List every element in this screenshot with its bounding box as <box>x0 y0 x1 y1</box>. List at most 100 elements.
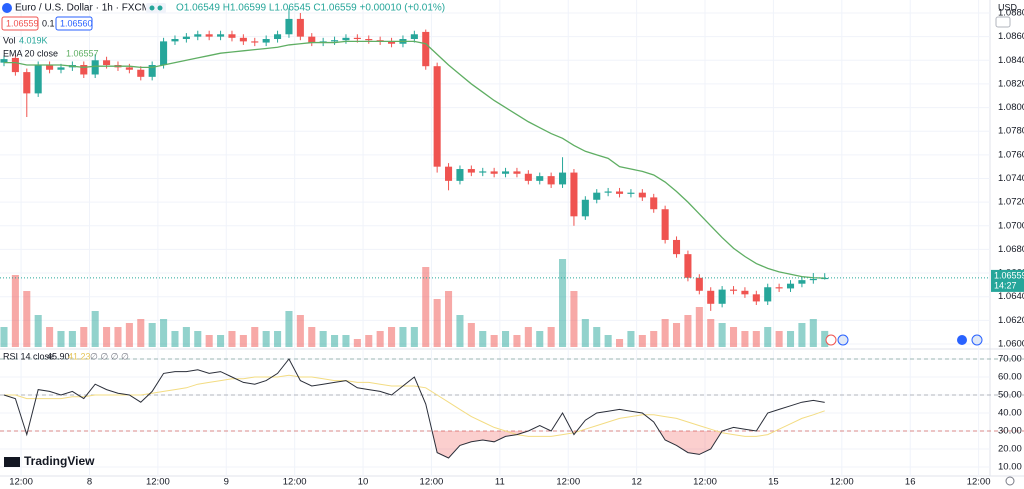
status-badge <box>146 3 166 13</box>
event-icon[interactable] <box>837 334 849 346</box>
x-tick-label: 12:00 <box>420 477 444 488</box>
volume-bar <box>68 331 76 347</box>
rsi-label: RSI 14 close <box>3 351 54 361</box>
candle-body <box>342 37 350 41</box>
volume-bar <box>775 331 783 347</box>
y-tick-label: 1.07400 <box>998 173 1024 184</box>
volume-bar <box>707 319 715 347</box>
candle-body <box>11 57 19 73</box>
volume-bar <box>182 327 190 347</box>
logo-mark <box>4 457 20 467</box>
candle-body <box>616 191 624 194</box>
status-dot <box>157 5 163 11</box>
ema-value: 1.06557 <box>66 48 99 58</box>
y-tick-label: 1.07000 <box>998 220 1024 231</box>
candle-body <box>57 67 65 70</box>
scale-icon[interactable] <box>995 16 1011 28</box>
volume-bar <box>274 331 282 347</box>
volume-bar <box>616 339 624 347</box>
x-tick-label: 11 <box>495 477 505 488</box>
volume-bar <box>627 331 635 347</box>
rsi-tick-label: 30.00 <box>998 426 1022 437</box>
candle-body <box>593 192 601 200</box>
x-tick-label: 12:00 <box>283 477 307 488</box>
candle-body <box>684 254 692 278</box>
candle-body <box>80 65 88 75</box>
volume-bar <box>331 335 339 347</box>
rsi-line <box>3 358 825 459</box>
volume-bar <box>34 315 42 347</box>
x-tick-label: 12:00 <box>693 477 717 488</box>
countdown: 14:27 <box>994 280 1017 290</box>
volume-bar <box>46 327 54 347</box>
buy-box[interactable] <box>55 16 93 31</box>
y-tick-label: 1.07200 <box>998 197 1024 208</box>
volume-bar <box>342 335 350 347</box>
candle-body <box>331 40 339 42</box>
volume-bar <box>365 335 373 347</box>
candle-body <box>786 283 795 289</box>
ask[interactable]: 1.06560 <box>60 18 93 28</box>
rsi-value: 45.90 <box>47 351 70 361</box>
candle-body <box>194 34 202 37</box>
volume-bar <box>80 327 88 347</box>
candle-body <box>251 41 259 43</box>
y-tick-label: 1.07600 <box>998 149 1024 160</box>
x-tick-label: 12:00 <box>830 477 854 488</box>
y-tick-label: 1.06000 <box>998 338 1024 349</box>
volume-bar <box>524 327 532 347</box>
candle-body <box>650 197 658 210</box>
candle-body <box>365 39 373 41</box>
settings-icon[interactable] <box>1005 476 1015 486</box>
candle-body <box>239 37 247 42</box>
volume-bar <box>570 291 578 347</box>
candle-body <box>34 65 42 94</box>
volume-bar <box>353 339 361 347</box>
candle-body <box>445 166 453 181</box>
rsi-extra: ∅ ∅ ∅ ∅ <box>90 351 129 361</box>
candle-body <box>388 41 396 44</box>
event-icon[interactable] <box>971 334 983 346</box>
volume-bar <box>741 331 749 347</box>
candle-body <box>547 176 555 185</box>
sell-box[interactable] <box>1 16 39 31</box>
candle-body <box>809 278 817 281</box>
candle-body <box>661 209 669 240</box>
volume-bar <box>547 327 555 347</box>
event-icon[interactable] <box>957 335 967 345</box>
volume-bar <box>251 327 259 347</box>
volume-bar <box>217 335 225 347</box>
volume-bar <box>593 327 601 347</box>
volume-bar <box>821 330 829 347</box>
volume-bar <box>479 331 487 347</box>
candle-body <box>707 290 715 304</box>
volume-bar <box>23 291 31 347</box>
volume-bar <box>205 335 213 347</box>
y-tick-label: 1.08600 <box>998 31 1024 42</box>
candle-body <box>433 66 441 167</box>
rsi-tick-label: 20.00 <box>998 444 1022 455</box>
volume-bar <box>262 331 270 347</box>
volume-bar <box>296 315 304 347</box>
volume-bar <box>809 319 817 347</box>
y-tick-label: 1.08200 <box>998 78 1024 89</box>
rsi-tick-label: 40.00 <box>998 408 1022 419</box>
bid[interactable]: 1.06559 <box>6 18 39 28</box>
x-tick-label: 9 <box>224 477 229 488</box>
volume-bar <box>456 315 464 347</box>
volume-bar <box>718 323 726 347</box>
volume-bar <box>171 331 179 347</box>
candle-body <box>638 192 646 198</box>
volume-bar <box>638 335 646 347</box>
volume-bar <box>399 327 407 347</box>
event-icon[interactable] <box>825 334 837 346</box>
volume-bar <box>285 311 293 347</box>
candle-body <box>217 34 225 37</box>
volume-bar <box>672 323 681 347</box>
candle-body <box>741 290 749 295</box>
y-tick-label: 1.08400 <box>998 55 1024 66</box>
volume-bar <box>103 327 111 347</box>
volume-bar <box>319 331 327 347</box>
candle-body <box>171 39 179 42</box>
